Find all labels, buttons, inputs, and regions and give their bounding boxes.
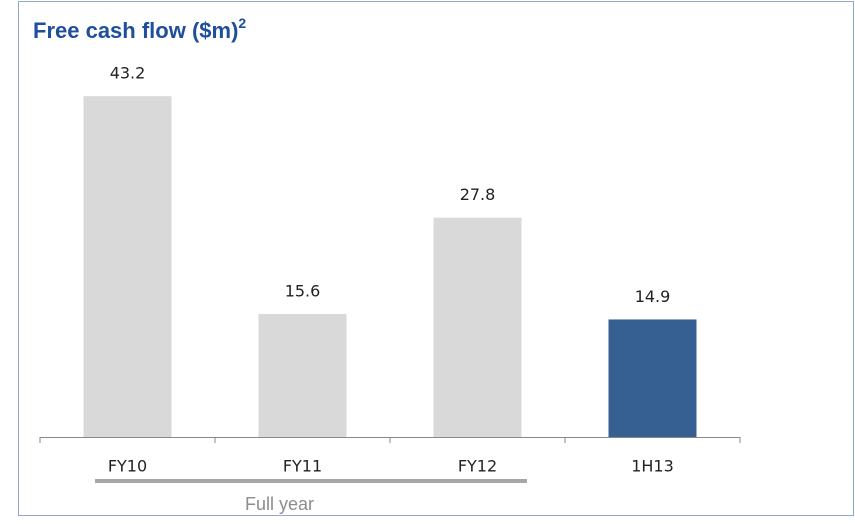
bar [83, 96, 172, 437]
title-superscript: 2 [238, 15, 246, 31]
x-tick-label: FY12 [458, 457, 497, 476]
group-label: Full year [245, 494, 314, 514]
value-label: 43.2 [110, 64, 146, 83]
x-tick-label: FY10 [108, 457, 147, 476]
value-label: 15.6 [285, 281, 321, 300]
value-label: 27.8 [460, 185, 496, 204]
x-tick-label: FY11 [283, 457, 322, 476]
title-text: Free cash flow ($m) [33, 18, 238, 43]
x-tick-label: 1H13 [631, 457, 674, 476]
bar [608, 319, 697, 437]
bar [258, 313, 347, 437]
value-label: 14.9 [635, 287, 671, 306]
frame [18, 1, 854, 516]
chart-title: Free cash flow ($m)2 [33, 15, 246, 43]
bar [433, 217, 522, 437]
group-bracket [95, 479, 527, 483]
